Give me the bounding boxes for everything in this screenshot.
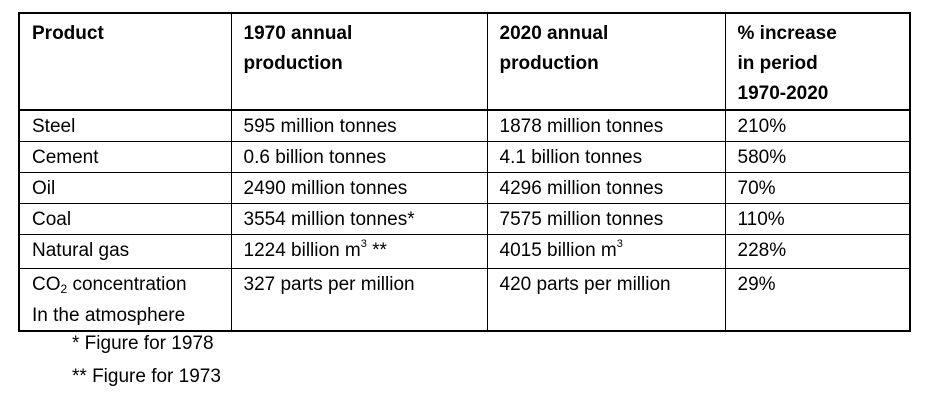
header-line: % increase bbox=[737, 23, 837, 44]
cell-2020: 1878 million tonnes bbox=[486, 109, 726, 142]
footnote-1978: * Figure for 1978 bbox=[72, 333, 214, 354]
table-row-steel: Steel 595 million tonnes 1878 million to… bbox=[18, 109, 911, 142]
cell-2020: 4.1 billion tonnes bbox=[486, 141, 726, 173]
cell-increase: 210% bbox=[724, 109, 911, 142]
cell-increase: 29% bbox=[724, 268, 911, 332]
header-percent-increase: % increase in period 1970-2020 bbox=[724, 12, 911, 111]
table-row-coal: Coal 3554 million tonnes* 7575 million t… bbox=[18, 203, 911, 235]
cell-increase: 70% bbox=[724, 172, 911, 204]
cell-1970: 1224 billion m3 ** bbox=[230, 234, 488, 269]
header-2020-production: 2020 annual production bbox=[486, 12, 726, 111]
header-line: 1970-2020 bbox=[737, 83, 829, 104]
cell-product: Cement bbox=[18, 141, 232, 173]
header-row: Product 1970 annual production 2020 annu… bbox=[18, 12, 911, 111]
co2-label: CO bbox=[32, 274, 61, 295]
co2-subscript: 2 bbox=[60, 282, 68, 296]
header-1970-production: 1970 annual production bbox=[230, 12, 488, 111]
cell-increase: 580% bbox=[724, 141, 911, 173]
header-line: production bbox=[499, 53, 599, 74]
cell-1970: 3554 million tonnes* bbox=[230, 203, 488, 235]
table-row-oil: Oil 2490 million tonnes 4296 million ton… bbox=[18, 172, 911, 204]
gas-2020-exponent: 3 bbox=[616, 238, 623, 250]
footnotes: * Figure for 1978 ** Figure for 1973 bbox=[72, 327, 221, 393]
cell-2020: 4015 billion m3 bbox=[486, 234, 726, 269]
gas-2020-text: 4015 billion m bbox=[499, 240, 617, 261]
cell-2020: 420 parts per million bbox=[486, 268, 726, 332]
cell-increase: 110% bbox=[724, 203, 911, 235]
header-product: Product bbox=[18, 12, 232, 111]
cell-1970: 0.6 billion tonnes bbox=[230, 141, 488, 173]
co2-label-rest: concentration bbox=[67, 274, 187, 295]
gas-1970-text: 1224 billion m bbox=[243, 240, 361, 261]
cell-1970: 595 million tonnes bbox=[230, 109, 488, 142]
header-line: 1970 annual bbox=[243, 23, 353, 44]
cell-product: CO2 concentration In the atmosphere bbox=[18, 268, 232, 332]
gas-1970-exponent: 3 bbox=[360, 238, 367, 250]
header-line: 2020 annual bbox=[499, 23, 609, 44]
footnote-1973: ** Figure for 1973 bbox=[72, 366, 221, 387]
cell-1970: 2490 million tonnes bbox=[230, 172, 488, 204]
header-product-line: Product bbox=[32, 23, 104, 44]
cell-product: Natural gas bbox=[18, 234, 232, 269]
production-table: Product 1970 annual production 2020 annu… bbox=[18, 12, 911, 332]
header-line: production bbox=[243, 53, 343, 74]
cell-increase: 228% bbox=[724, 234, 911, 269]
gas-1970-footnote-mark: ** bbox=[366, 240, 387, 261]
cell-2020: 7575 million tonnes bbox=[486, 203, 726, 235]
cell-product: Oil bbox=[18, 172, 232, 204]
header-line: in period bbox=[737, 53, 818, 74]
cell-1970: 327 parts per million bbox=[230, 268, 488, 332]
table-row-cement: Cement 0.6 billion tonnes 4.1 billion to… bbox=[18, 141, 911, 173]
table-row-co2: CO2 concentration In the atmosphere 327 … bbox=[18, 268, 911, 332]
table-row-natural-gas: Natural gas 1224 billion m3 ** 4015 bill… bbox=[18, 234, 911, 269]
cell-product: Coal bbox=[18, 203, 232, 235]
cell-product: Steel bbox=[18, 109, 232, 142]
cell-2020: 4296 million tonnes bbox=[486, 172, 726, 204]
co2-label-line2: In the atmosphere bbox=[32, 305, 186, 326]
